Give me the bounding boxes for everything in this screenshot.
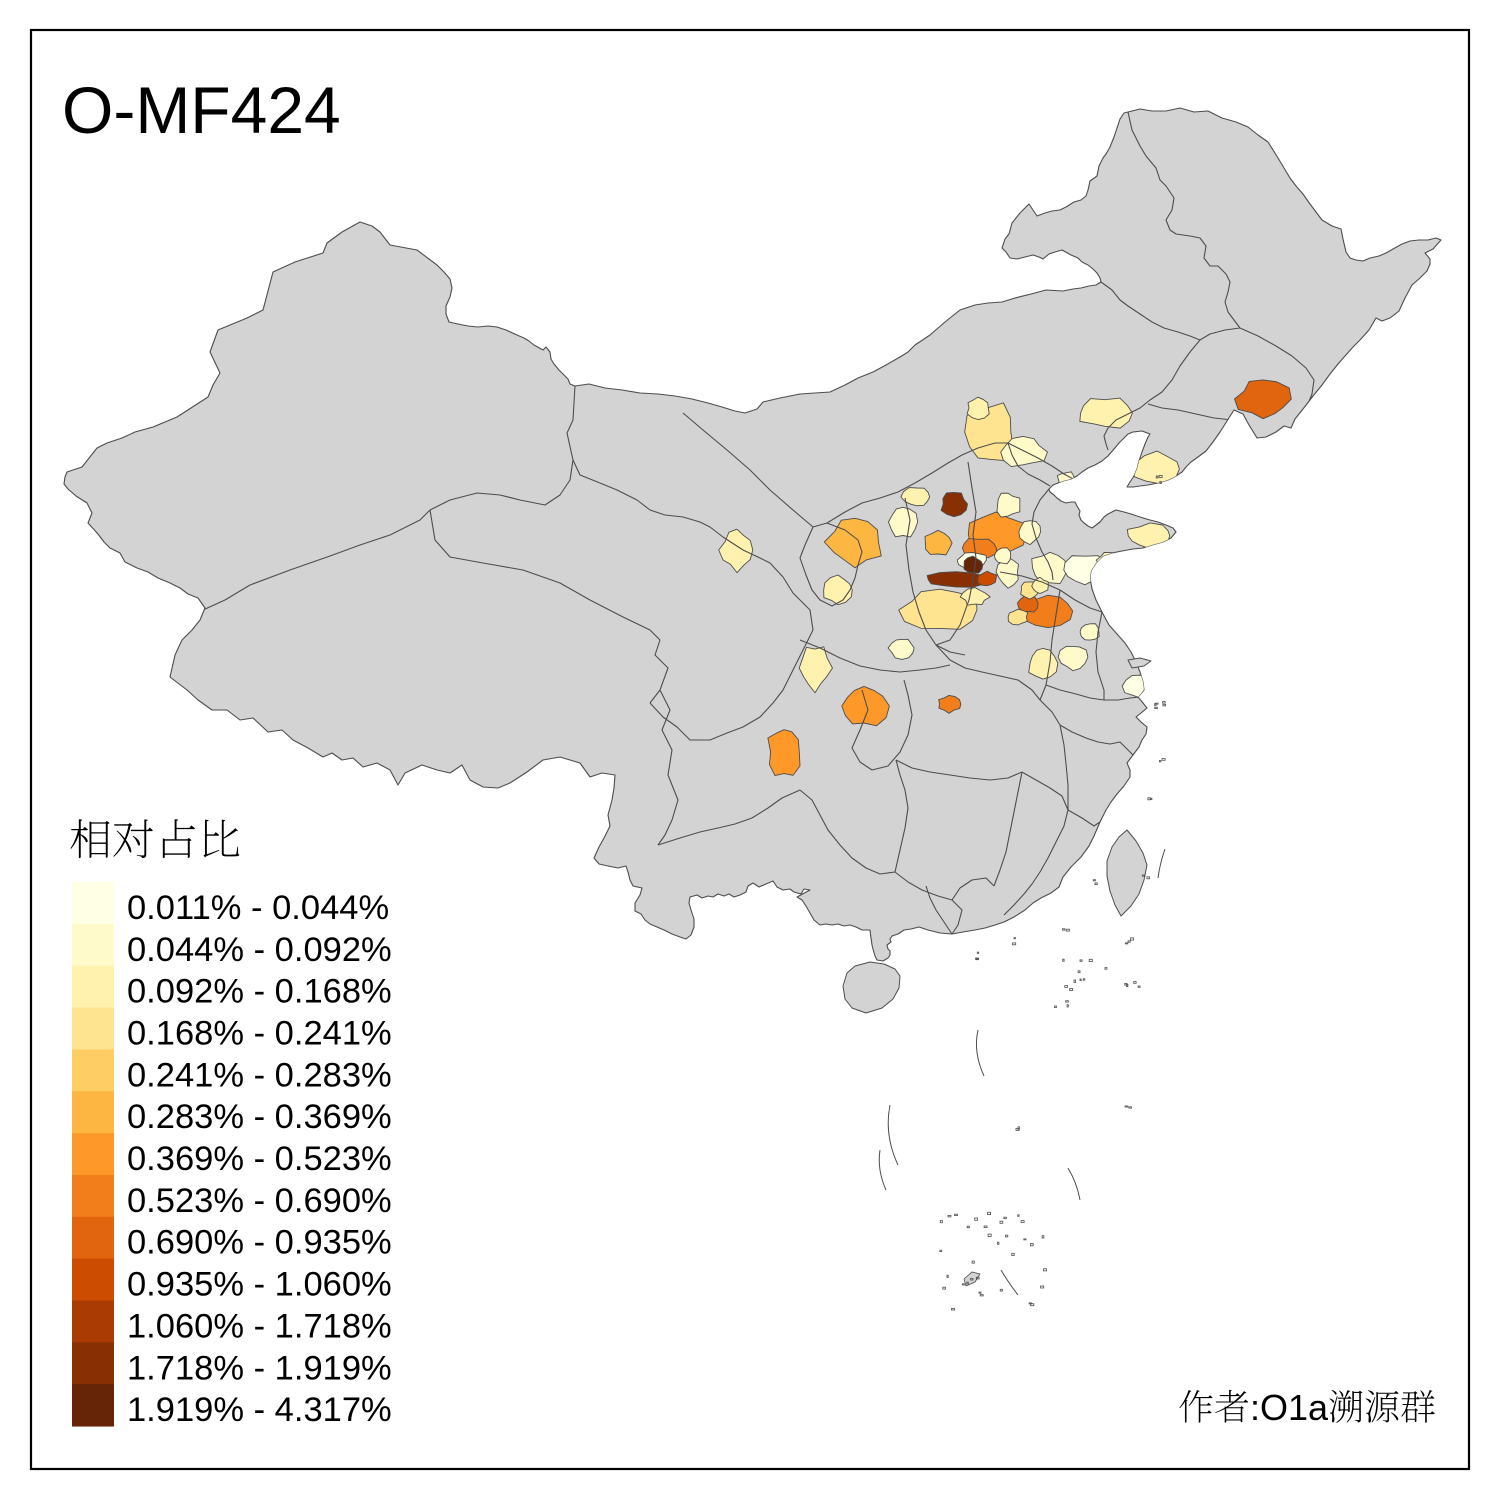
svg-text:0.044% - 0.092%: 0.044% - 0.092% xyxy=(127,931,392,969)
svg-text:0.241% - 0.283%: 0.241% - 0.283% xyxy=(127,1056,392,1094)
svg-text:0.168% - 0.241%: 0.168% - 0.241% xyxy=(127,1015,392,1053)
svg-text:0.092% - 0.168%: 0.092% - 0.168% xyxy=(127,973,392,1011)
svg-text:0.369% - 0.523%: 0.369% - 0.523% xyxy=(127,1140,392,1178)
svg-text::O1a: :O1a xyxy=(1250,1387,1329,1428)
svg-text:0.935% - 1.060%: 0.935% - 1.060% xyxy=(127,1266,392,1304)
svg-text:O-MF424: O-MF424 xyxy=(62,73,341,147)
svg-text:1.919% - 4.317%: 1.919% - 4.317% xyxy=(127,1391,392,1429)
svg-text:1.718% - 1.919%: 1.718% - 1.919% xyxy=(127,1349,392,1387)
svg-text:0.283% - 0.369%: 0.283% - 0.369% xyxy=(127,1098,392,1136)
svg-text:1.060% - 1.718%: 1.060% - 1.718% xyxy=(127,1307,392,1345)
svg-text:0.011% - 0.044%: 0.011% - 0.044% xyxy=(127,889,389,927)
svg-text:0.690% - 0.935%: 0.690% - 0.935% xyxy=(127,1224,392,1262)
svg-text:0.523% - 0.690%: 0.523% - 0.690% xyxy=(127,1182,392,1220)
